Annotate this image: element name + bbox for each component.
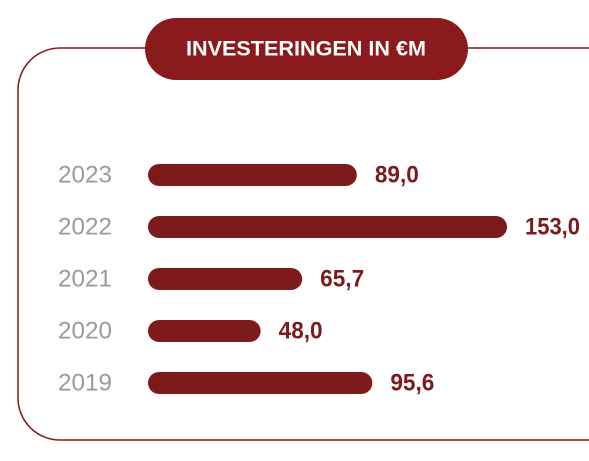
- y-tick-label: 2020: [58, 317, 112, 344]
- bar: [148, 164, 357, 186]
- title-pill: [145, 18, 468, 80]
- y-tick-label: 2023: [58, 161, 112, 188]
- value-label: 153,0: [525, 213, 580, 240]
- bar: [148, 268, 303, 290]
- value-label: 65,7: [320, 265, 364, 292]
- y-tick-label: 2022: [58, 213, 112, 240]
- value-label: 89,0: [375, 161, 419, 188]
- chart-title: INVESTERINGEN IN €M: [186, 38, 426, 61]
- bar: [148, 216, 507, 238]
- value-label: 95,6: [390, 369, 434, 396]
- bar: [148, 320, 261, 342]
- y-tick-label: 2021: [58, 265, 112, 292]
- bar: [148, 372, 373, 394]
- value-label: 48,0: [279, 317, 323, 344]
- y-tick-label: 2019: [58, 369, 112, 396]
